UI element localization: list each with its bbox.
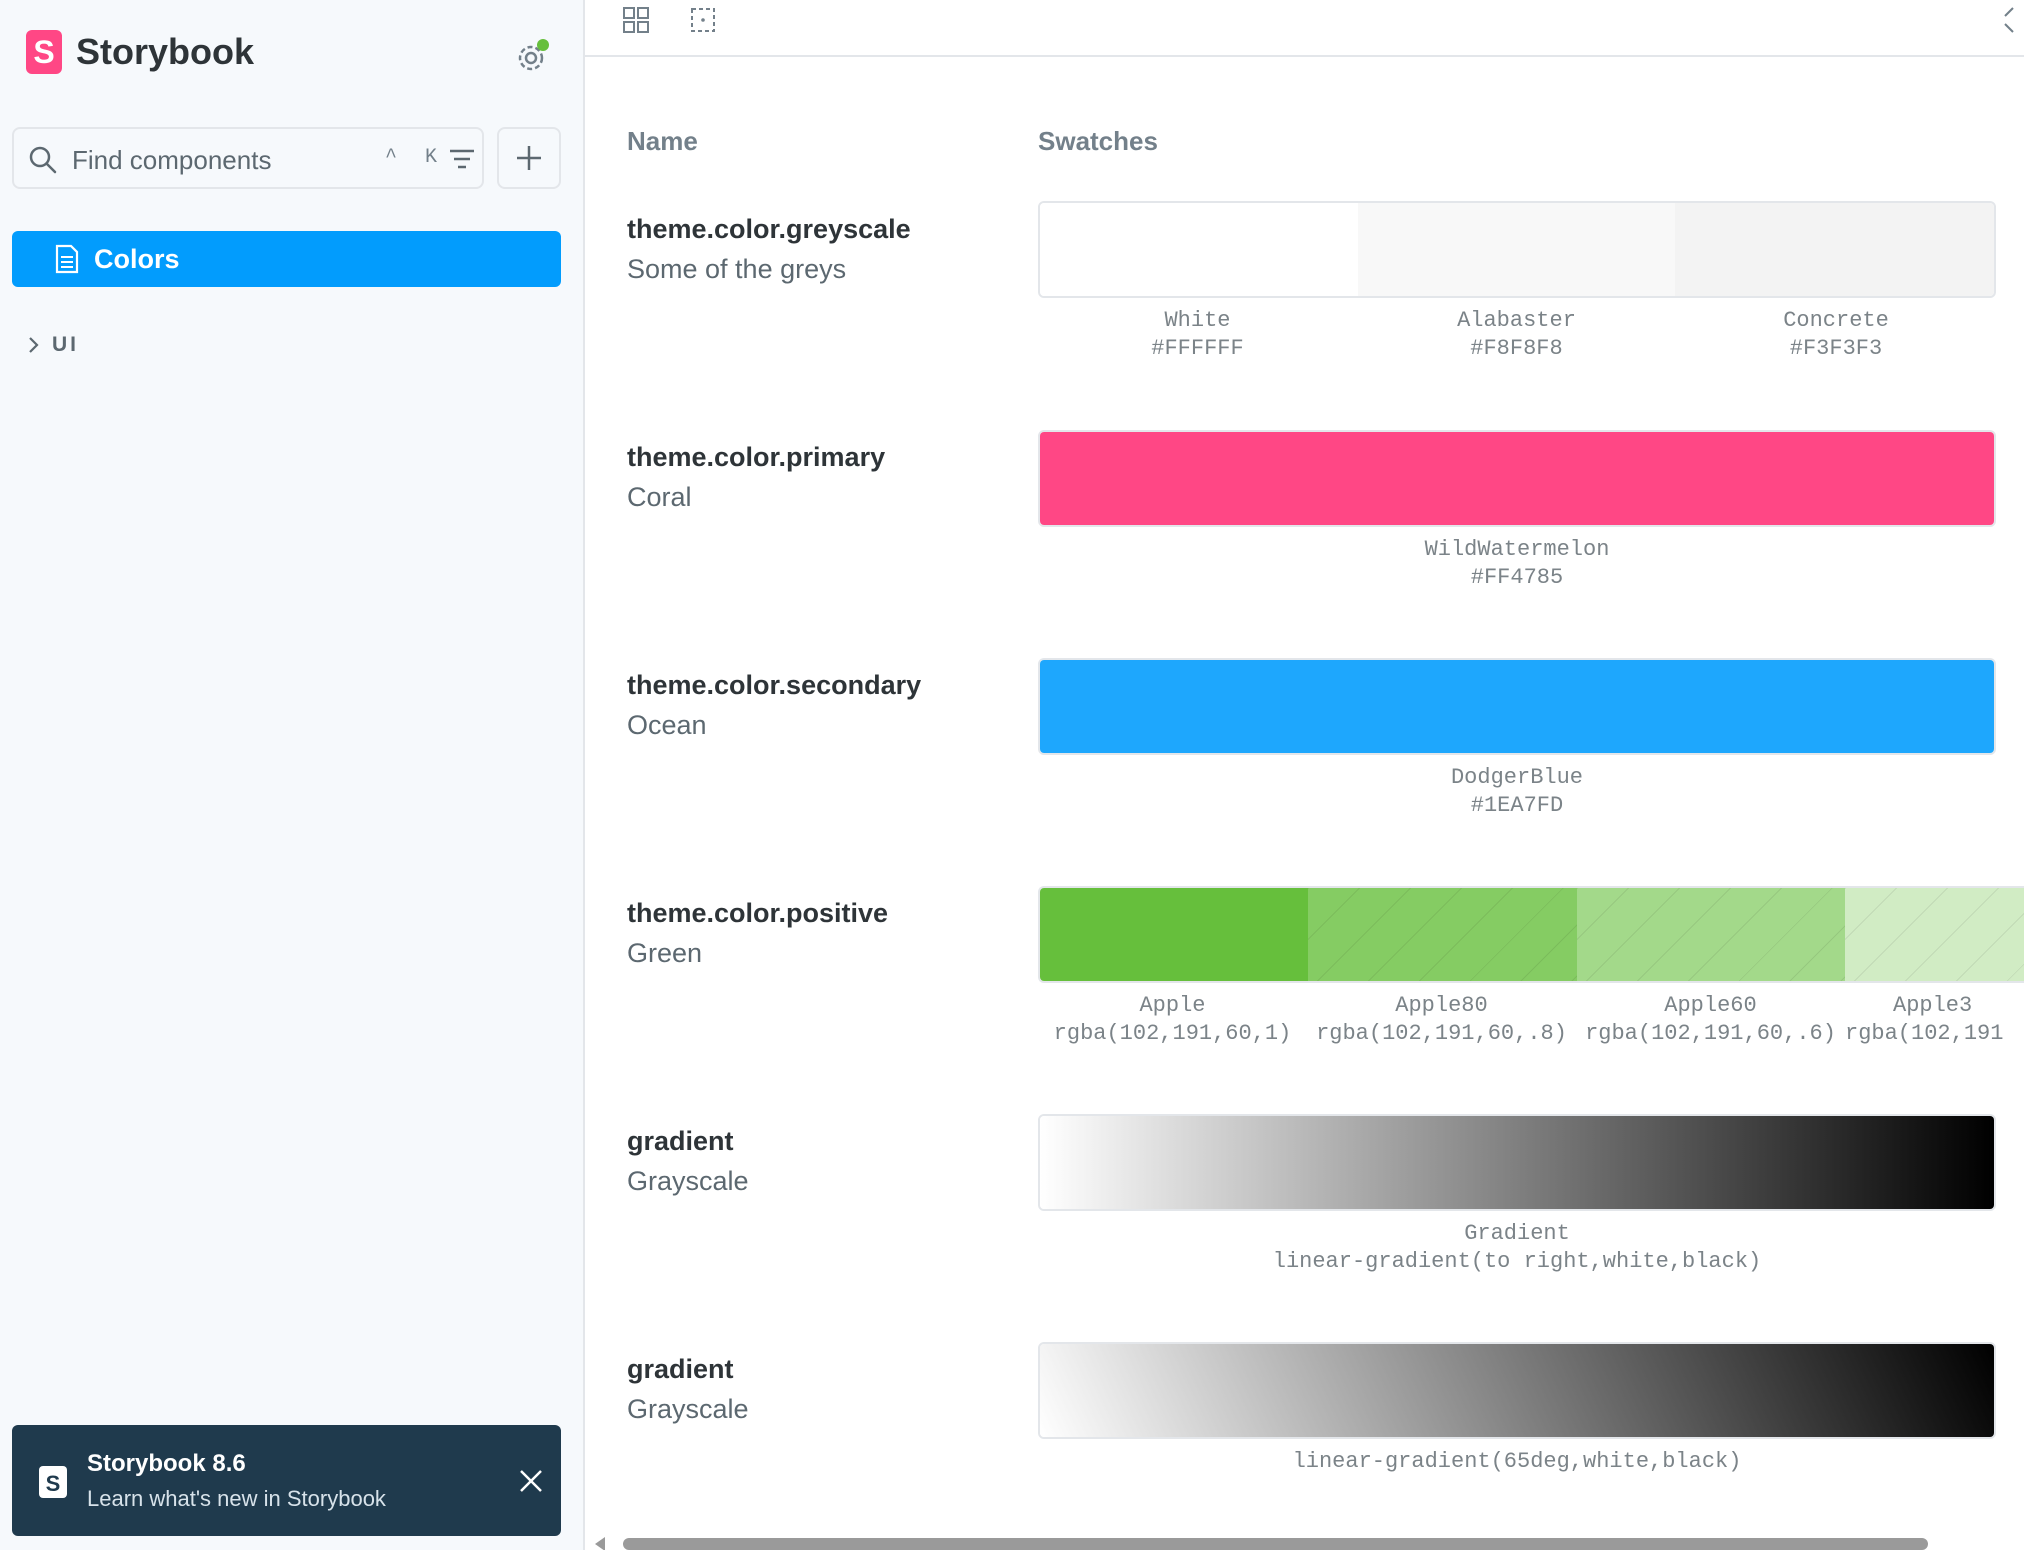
swatch [1576,888,1846,981]
color-row-name: theme.color.positive [627,898,889,928]
swatch-bar [1038,658,1996,755]
color-row-description: Grayscale [627,1166,749,1196]
swatch-value: #FF4785 [1470,565,1564,590]
swatch-value: #FFFFFF [1151,336,1244,361]
swatch-caption: Gradient linear-gradient(to right,white,… [1038,1220,1996,1276]
brand[interactable]: S Storybook [26,30,254,74]
create-new-story-button[interactable] [497,127,561,189]
plus-icon [517,146,541,170]
swatch-caption: rgba(102,191 [1845,1020,2024,1048]
sidebar-item-label: Colors [94,243,180,274]
sidebar: S Storybook ^ K Colors [0,0,585,1550]
swatch-value: rgba(102,191,60,.6) [1585,1021,1836,1046]
toolbar [585,0,2024,57]
swatch-label: Apple3 [1893,993,1973,1018]
swatch-label: Gradient [1464,1221,1570,1246]
swatch [1357,203,1676,296]
swatch-caption: Apple80 rgba(102,191,60,.8) [1307,992,1576,1048]
swatch-label: Alabaster [1457,308,1576,333]
swatch-label: Apple60 [1664,993,1757,1018]
scrollbar-thumb[interactable] [623,1538,1928,1550]
storybook-logo-icon: S [26,30,62,74]
swatch-caption: Apple60 rgba(102,191,60,.6) [1576,992,1845,1048]
grid-icon[interactable] [622,6,650,34]
filter-icon[interactable] [447,147,477,171]
swatch [1040,1116,1994,1209]
swatch-value: linear-gradient(to right,white,black) [1272,1249,1762,1274]
swatch [1040,1344,1994,1437]
swatch-label: White [1164,308,1231,333]
swatch [1308,888,1577,981]
swatch-caption: Apple3 [1845,992,2024,1020]
color-row-description: Grayscale [627,1394,749,1424]
swatch [1040,660,1994,753]
swatch-bar [1038,886,2024,983]
swatch-label: DodgerBlue [1450,765,1584,790]
column-header-swatches: Swatches [1038,126,1158,156]
color-row-description: Green [627,938,703,968]
swatch [1040,432,1994,525]
color-row-name: gradient [627,1126,734,1156]
swatch-value: rgba(102,191,60,.8) [1316,1021,1567,1046]
sidebar-item-colors[interactable]: Colors [12,231,561,287]
storybook-icon: S [39,1466,67,1498]
settings-gear-icon[interactable] [514,36,554,76]
color-row-name: theme.color.primary [627,442,886,472]
swatch-label: Apple [1139,993,1206,1018]
swatch-value: linear-gradient(65deg,white,black) [1292,1449,1742,1474]
scroll-left-arrow-icon[interactable] [595,1537,605,1550]
svg-text:S: S [46,1471,61,1496]
swatch-label: WildWatermelon [1424,537,1610,562]
swatch-value: rgba(102,191 [1845,1021,2004,1046]
swatch-bar [1038,430,1996,527]
swatch [1040,888,1309,981]
main-panel: Name Swatches theme.color.greyscale Some… [585,0,2024,1550]
color-row-description: Some of the greys [627,254,847,284]
color-row-name: theme.color.secondary [627,670,922,700]
chevron-right-icon [29,337,39,353]
swatch-caption: linear-gradient(65deg,white,black) [1038,1448,1996,1476]
whats-new-notification[interactable]: S Storybook 8.6 Learn what's new in Stor… [12,1425,561,1536]
search-input[interactable] [70,139,364,181]
document-icon [55,244,79,274]
fullscreen-icon[interactable] [2003,6,2024,34]
search-icon [29,146,57,174]
horizontal-scrollbar[interactable] [585,1535,2024,1550]
column-header-name: Name [627,126,698,156]
notification-subtitle: Learn what's new in Storybook [87,1486,386,1511]
swatch-value: #1EA7FD [1470,793,1564,818]
outline-icon[interactable] [689,6,717,34]
swatch-caption: Concrete #F3F3F3 [1676,307,1996,363]
swatch-caption: DodgerBlue #1EA7FD [1038,764,1996,820]
swatch [1675,203,1994,296]
brand-title: Storybook [76,31,255,72]
swatch-caption: Alabaster #F8F8F8 [1357,307,1676,363]
swatch-caption: WildWatermelon #FF4785 [1038,536,1996,592]
color-row-name: theme.color.greyscale [627,214,911,244]
swatch-value: #F8F8F8 [1470,336,1563,361]
color-row-description: Ocean [627,710,707,740]
swatch [1845,888,2024,981]
keyboard-shortcut: ^ K [385,146,446,169]
color-row-description: Coral [627,482,692,512]
swatch-value: #F3F3F3 [1789,336,1883,361]
swatch-label: Apple80 [1395,993,1488,1018]
swatch-caption: Apple rgba(102,191,60,1) [1038,992,1307,1048]
notification-title: Storybook 8.6 [87,1450,246,1477]
swatch-label: Concrete [1783,308,1889,333]
swatch-bar [1038,201,1996,298]
swatch-value: rgba(102,191,60,1) [1053,1021,1292,1046]
close-icon[interactable] [518,1468,544,1494]
sidebar-group-label: UI [52,333,79,356]
swatch-bar [1038,1114,1996,1211]
swatch-caption: White #FFFFFF [1038,307,1357,363]
swatch-bar [1038,1342,1996,1439]
sidebar-group-ui[interactable]: UI [26,333,79,357]
search-box[interactable]: ^ K [12,127,484,189]
swatch [1040,203,1358,296]
color-row-name: gradient [627,1354,734,1384]
